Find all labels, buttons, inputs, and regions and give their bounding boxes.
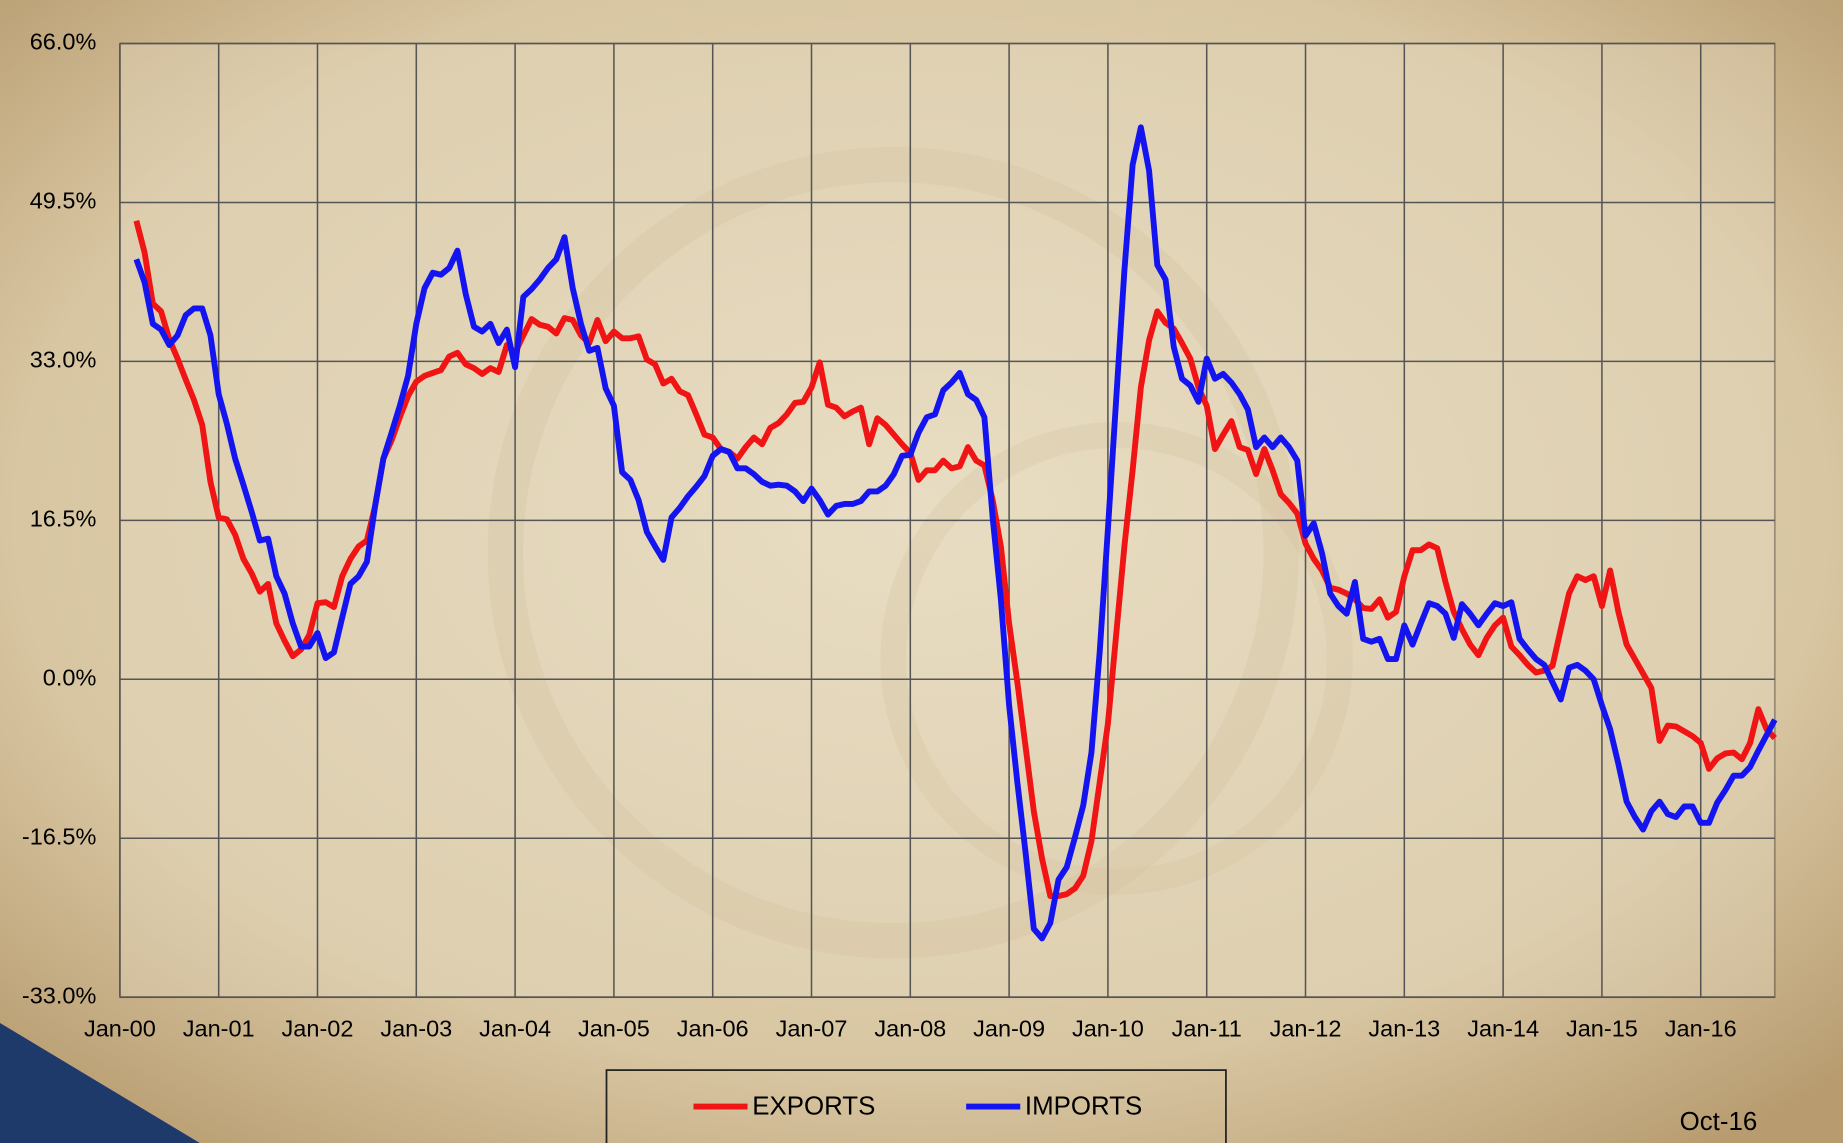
legend-label: IMPORTS (1025, 1093, 1142, 1121)
y-tick-label: 49.5% (30, 188, 97, 214)
x-tick-label: Jan-06 (677, 1015, 749, 1041)
x-tick-label: Jan-03 (380, 1015, 452, 1041)
chart: -33.0% -16.5% 0.0% 16.5% 33.0% 49.5% 66.0% Jan-… (0, 0, 1843, 1143)
x-tick-label: Jan-10 (1072, 1015, 1144, 1041)
legend-label: EXPORTS (752, 1093, 875, 1121)
y-tick-label: 66.0% (30, 29, 97, 55)
y-tick-label: 16.5% (30, 506, 97, 532)
x-tick-label: Jan-11 (1172, 1015, 1242, 1041)
x-tick-label: Jan-16 (1665, 1015, 1737, 1041)
y-tick-label: -33.0% (22, 982, 97, 1008)
x-tick-label: Jan-02 (282, 1015, 354, 1041)
x-tick-label: Jan-09 (973, 1015, 1045, 1041)
x-tick-label: Jan-12 (1270, 1015, 1342, 1041)
x-tick-label: Jan-04 (479, 1015, 551, 1041)
x-tick-label: Jan-00 (84, 1015, 156, 1041)
x-tick-label: Jan-01 (183, 1015, 255, 1041)
x-tick-label: Jan-15 (1566, 1015, 1638, 1041)
annotation: Oct-16 (1680, 1108, 1758, 1136)
x-tick-label: Jan-13 (1368, 1015, 1440, 1041)
y-tick-label: 33.0% (30, 347, 97, 373)
x-tick-label: Jan-07 (776, 1015, 848, 1041)
x-tick-label: Jan-05 (578, 1015, 650, 1041)
y-tick-label: -16.5% (22, 823, 97, 849)
y-tick-label: 0.0% (43, 664, 97, 690)
x-tick-label: Jan-14 (1467, 1015, 1539, 1041)
page: {"chart_data": { "type": "line", "catego… (0, 0, 1843, 1143)
x-tick-label: Jan-08 (874, 1015, 946, 1041)
